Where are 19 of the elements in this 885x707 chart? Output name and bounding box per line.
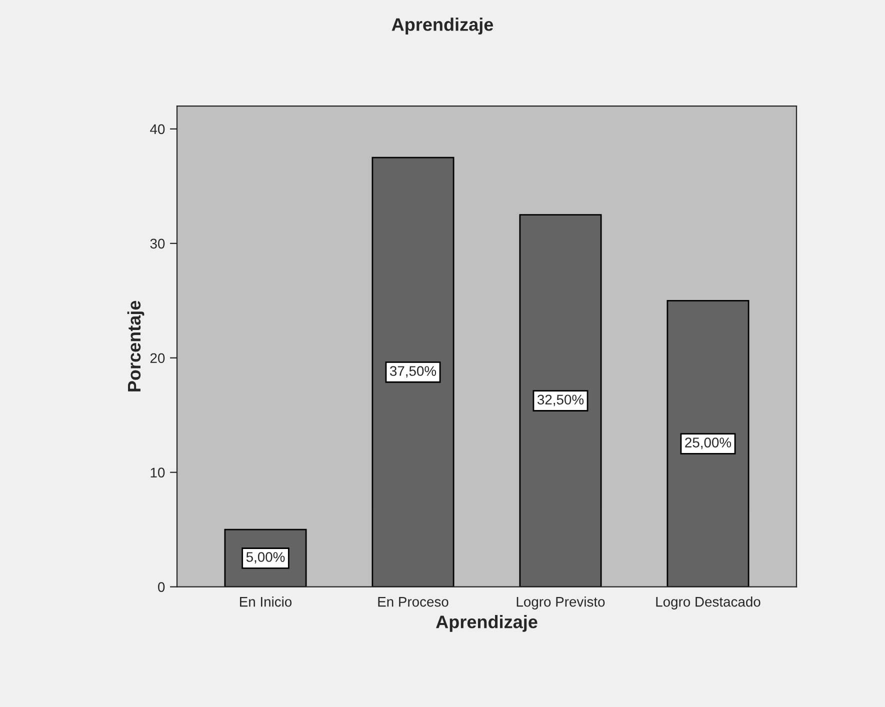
x-tick-label: Logro Destacado xyxy=(656,596,760,610)
x-tick-label: En Inicio xyxy=(240,596,292,607)
data-label: 5,00% xyxy=(246,552,285,564)
y-tick-label: 30 xyxy=(150,238,165,249)
x-tick-label: Logro Previsto xyxy=(516,596,605,610)
x-axis-title: Aprendizaje xyxy=(436,615,538,632)
data-label: 25,00% xyxy=(685,438,732,450)
data-label: 32,50% xyxy=(537,394,584,406)
bar xyxy=(372,156,454,587)
y-tick-label: 20 xyxy=(150,353,165,364)
bar xyxy=(519,214,602,587)
chart-title: Aprendizaje xyxy=(392,18,494,35)
y-axis-title: Porcentaje xyxy=(127,300,144,392)
y-tick-label: 0 xyxy=(158,582,165,592)
data-label: 37,50% xyxy=(390,366,436,378)
y-tick-label: 40 xyxy=(150,124,165,134)
x-tick-label: En Proceso xyxy=(378,597,448,607)
y-tick-label: 10 xyxy=(150,468,165,478)
bar xyxy=(666,300,750,587)
